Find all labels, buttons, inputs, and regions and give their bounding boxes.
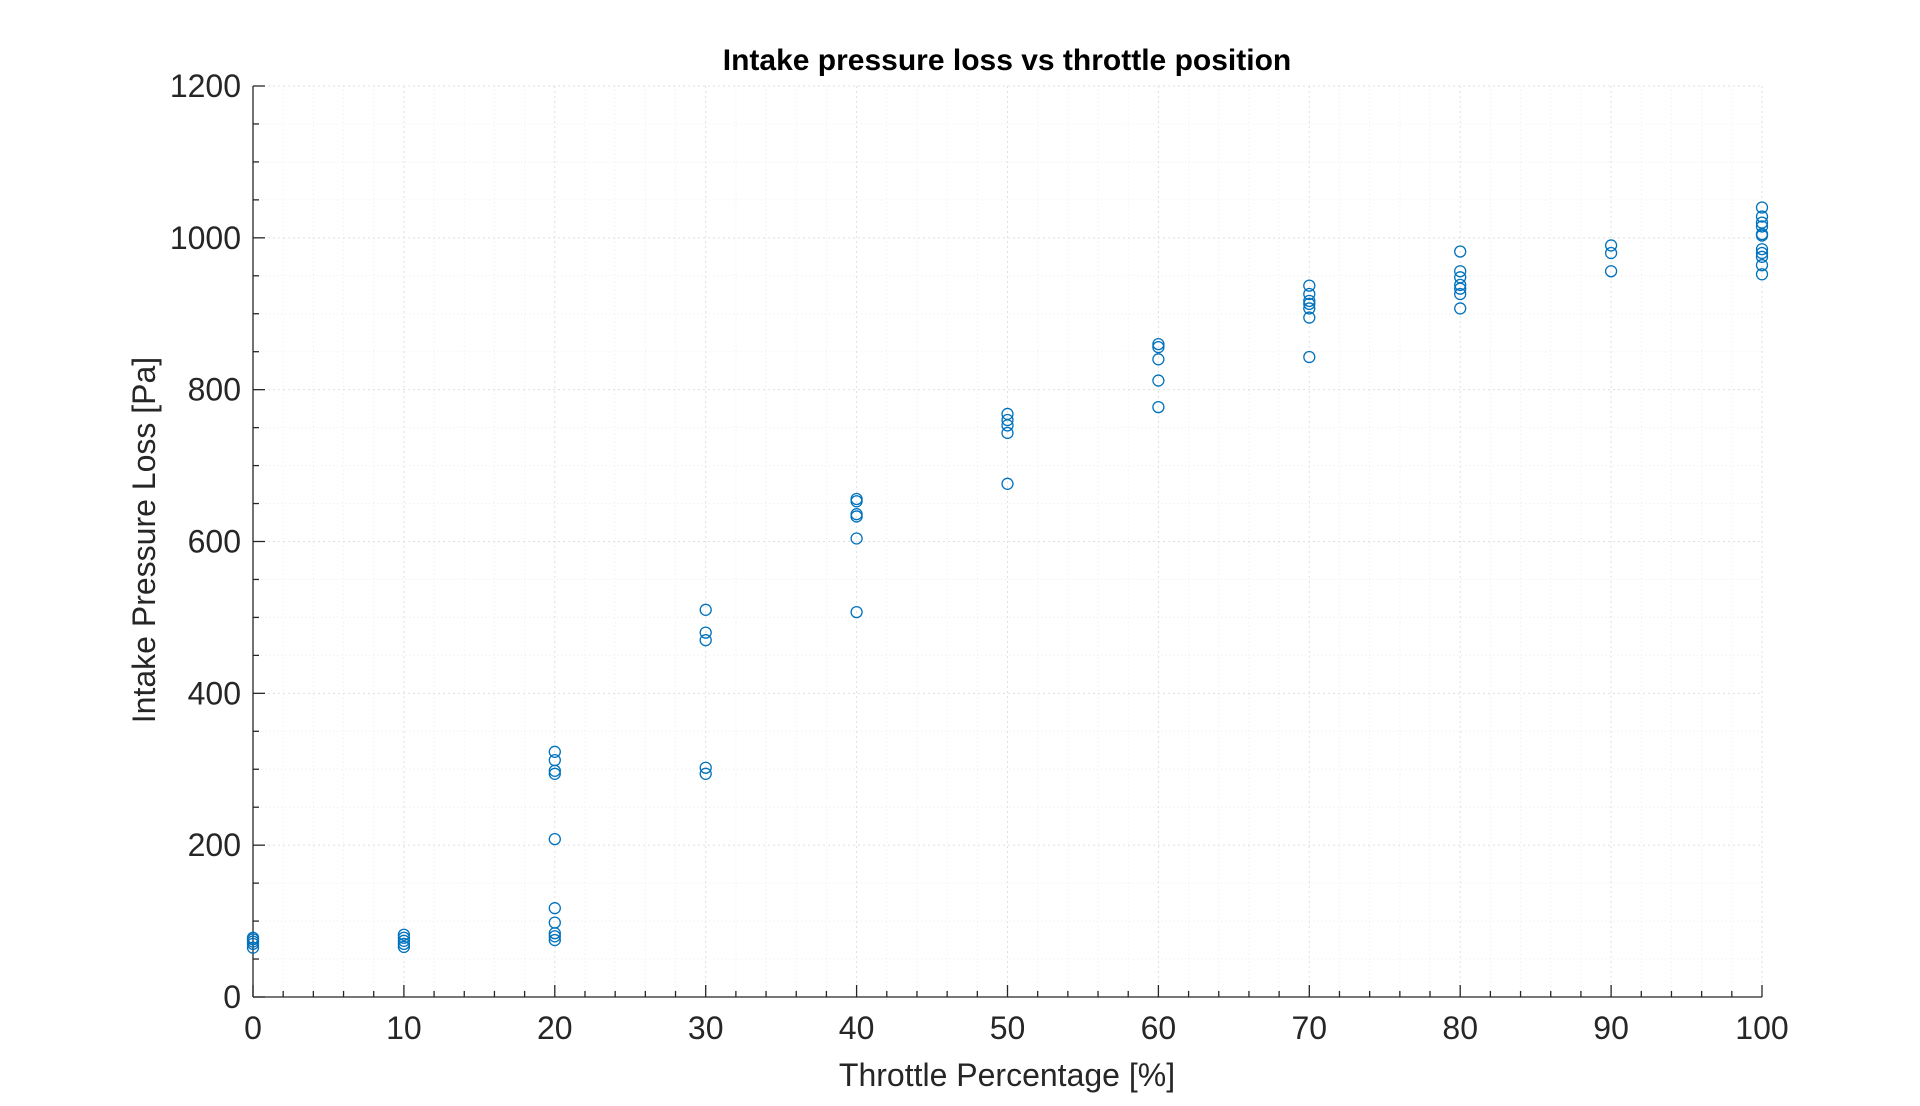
data-point: [1604, 239, 1618, 252]
x-tick-label: 20: [537, 1010, 573, 1046]
major-grid: [252, 85, 1763, 998]
data-point: [1454, 278, 1467, 292]
data-point: [1001, 413, 1014, 427]
data-point: [548, 930, 561, 943]
x-tick-label: 90: [1593, 1010, 1629, 1046]
data-point: [1152, 374, 1165, 387]
data-point: [699, 634, 712, 647]
data-point: [548, 767, 561, 780]
y-tick-label: 1200: [170, 68, 241, 104]
data-point: [1152, 353, 1165, 366]
data-point: [1001, 426, 1014, 440]
data-point: [1755, 201, 1769, 214]
data-point: [1303, 279, 1316, 292]
data-point: [1152, 400, 1165, 414]
data-point: [1755, 216, 1769, 229]
data-point: [1755, 268, 1769, 281]
data-point: [1303, 297, 1316, 311]
y-tick-label: 200: [188, 827, 241, 863]
data-point: [1454, 265, 1467, 278]
x-tick-label: 70: [1292, 1010, 1328, 1046]
data-point: [850, 508, 863, 521]
data-point: [1604, 265, 1618, 278]
data-point: [1303, 287, 1316, 301]
data-point: [1303, 302, 1316, 315]
data-point: [699, 626, 712, 639]
data-point: [246, 941, 260, 954]
x-tick-label: 30: [688, 1010, 724, 1046]
data-point: [1001, 477, 1014, 490]
tick-marks: [252, 85, 1763, 998]
data-point: [1755, 210, 1769, 223]
data-point: [1755, 246, 1769, 260]
data-point: [699, 761, 712, 774]
data-point: [1303, 311, 1316, 324]
data-point: [1001, 407, 1014, 421]
data-point: [1454, 271, 1467, 284]
chart-title: Intake pressure loss vs throttle positio…: [723, 44, 1291, 77]
data-point: [397, 940, 411, 954]
data-point: [397, 931, 411, 944]
data-point: [1604, 246, 1618, 260]
data-point: [397, 937, 411, 951]
y-tick-label: 600: [188, 524, 241, 560]
x-tick-label: 50: [990, 1010, 1026, 1046]
data-point: [699, 767, 712, 780]
y-tick-label: 1000: [170, 220, 241, 256]
data-point: [548, 916, 561, 929]
y-tick-labels: 0 200 400 600 800 1000 1200: [170, 68, 241, 1015]
x-tick-labels: 0 10 20 30 40 50 60 70 80 90 100: [244, 1010, 1789, 1046]
data-point: [548, 745, 561, 758]
data-point: [548, 933, 561, 947]
data-point: [548, 753, 561, 767]
data-point: [1454, 287, 1467, 301]
y-axis-label: Intake Pressure Loss [Pa]: [126, 357, 162, 723]
x-tick-label: 40: [839, 1010, 875, 1046]
data-points: [246, 201, 1769, 954]
data-point: [1303, 294, 1316, 307]
data-point: [1152, 341, 1165, 354]
data-point: [699, 603, 712, 616]
x-tick-label: 10: [386, 1010, 422, 1046]
data-point: [1303, 350, 1316, 364]
data-point: [1454, 245, 1467, 258]
x-axis-label: Throttle Percentage [%]: [839, 1057, 1175, 1093]
x-tick-label: 80: [1442, 1010, 1478, 1046]
data-point: [1755, 250, 1769, 263]
data-point: [1454, 302, 1467, 315]
data-point: [548, 832, 561, 846]
data-point: [1755, 243, 1769, 256]
data-point: [850, 605, 863, 619]
data-point: [548, 902, 561, 915]
y-tick-label: 0: [223, 979, 241, 1015]
data-point: [1755, 259, 1769, 272]
data-point: [1755, 220, 1769, 233]
data-point: [397, 934, 411, 947]
data-point: [1152, 337, 1165, 351]
data-point: [850, 492, 863, 506]
y-tick-label: 400: [188, 675, 241, 711]
x-tick-label: 100: [1735, 1010, 1788, 1046]
data-point: [397, 928, 411, 941]
data-point: [246, 931, 260, 944]
data-point: [850, 532, 863, 545]
x-tick-label: 60: [1141, 1010, 1177, 1046]
x-tick-label: 0: [244, 1010, 262, 1046]
y-tick-label: 800: [188, 372, 241, 408]
